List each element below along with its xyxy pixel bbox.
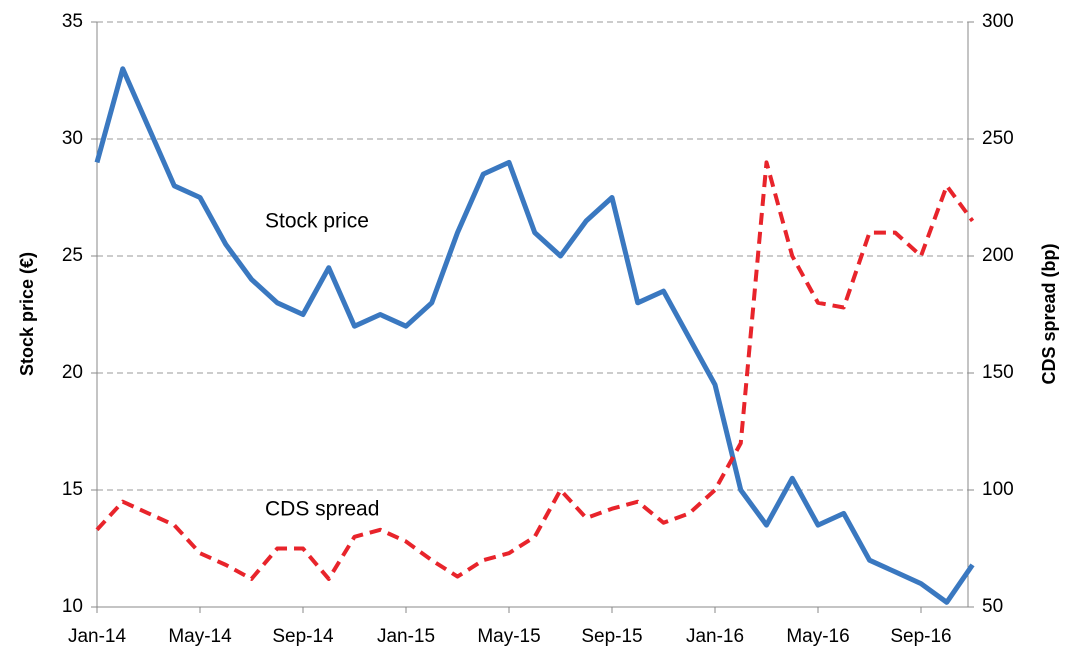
x-tick-label: Jan-16: [686, 626, 744, 647]
y2-tick-label: 150: [982, 362, 1014, 383]
y-tick-label: 10: [62, 596, 83, 617]
x-tick-label: Jan-15: [377, 626, 435, 647]
x-tick-label: May-15: [477, 626, 540, 647]
x-tick-label: Sep-15: [581, 626, 642, 647]
y-tick-label: 35: [62, 11, 83, 32]
x-tick-label: May-14: [168, 626, 232, 647]
x-tick-label: Sep-16: [890, 626, 951, 647]
y2-tick-label: 200: [982, 245, 1014, 266]
series-line: [94, 66, 975, 605]
x-tick-label: May-16: [786, 626, 849, 647]
x-tick-label: Sep-14: [272, 626, 334, 647]
y2-tick-label: 100: [982, 479, 1014, 500]
y-tick-label: 30: [62, 128, 83, 149]
x-tick-label: Jan-14: [68, 626, 127, 647]
y-tick-label: 25: [62, 245, 83, 266]
series-line: [95, 160, 975, 581]
y-axis-title: Stock price (€): [17, 252, 37, 376]
y2-tick-label: 250: [982, 128, 1014, 149]
series-label: CDS spread: [265, 498, 379, 521]
y-tick-label: 15: [62, 479, 83, 500]
series-label: Stock price: [265, 210, 369, 233]
y2-tick-label: 50: [982, 596, 1003, 617]
y2-axis-title: CDS spread (bp): [1039, 243, 1059, 384]
y-tick-label: 20: [62, 362, 83, 383]
y2-tick-label: 300: [982, 11, 1014, 32]
